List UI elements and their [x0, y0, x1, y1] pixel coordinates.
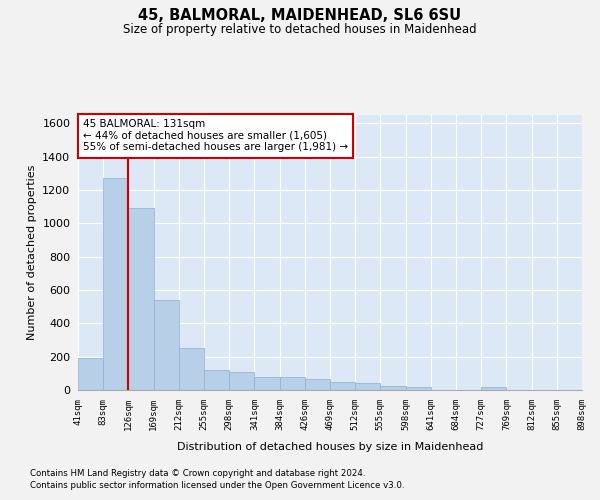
Text: Size of property relative to detached houses in Maidenhead: Size of property relative to detached ho… — [123, 22, 477, 36]
Text: Contains HM Land Registry data © Crown copyright and database right 2024.: Contains HM Land Registry data © Crown c… — [30, 468, 365, 477]
Bar — [154, 300, 179, 390]
Y-axis label: Number of detached properties: Number of detached properties — [26, 165, 37, 340]
Text: 45 BALMORAL: 131sqm
← 44% of detached houses are smaller (1,605)
55% of semi-det: 45 BALMORAL: 131sqm ← 44% of detached ho… — [83, 119, 348, 152]
Bar — [280, 376, 305, 390]
Bar — [204, 370, 229, 390]
Bar — [355, 384, 380, 390]
Text: Distribution of detached houses by size in Maidenhead: Distribution of detached houses by size … — [177, 442, 483, 452]
Bar — [481, 387, 506, 390]
Text: Contains public sector information licensed under the Open Government Licence v3: Contains public sector information licen… — [30, 481, 404, 490]
Bar — [380, 386, 406, 390]
Text: 45, BALMORAL, MAIDENHEAD, SL6 6SU: 45, BALMORAL, MAIDENHEAD, SL6 6SU — [139, 8, 461, 22]
Bar — [406, 386, 431, 390]
Bar — [229, 372, 254, 390]
Bar — [305, 379, 330, 390]
Bar — [103, 178, 128, 390]
Bar — [254, 376, 280, 390]
Bar — [78, 358, 103, 390]
Bar — [330, 382, 355, 390]
Bar — [128, 208, 154, 390]
Bar — [179, 348, 204, 390]
